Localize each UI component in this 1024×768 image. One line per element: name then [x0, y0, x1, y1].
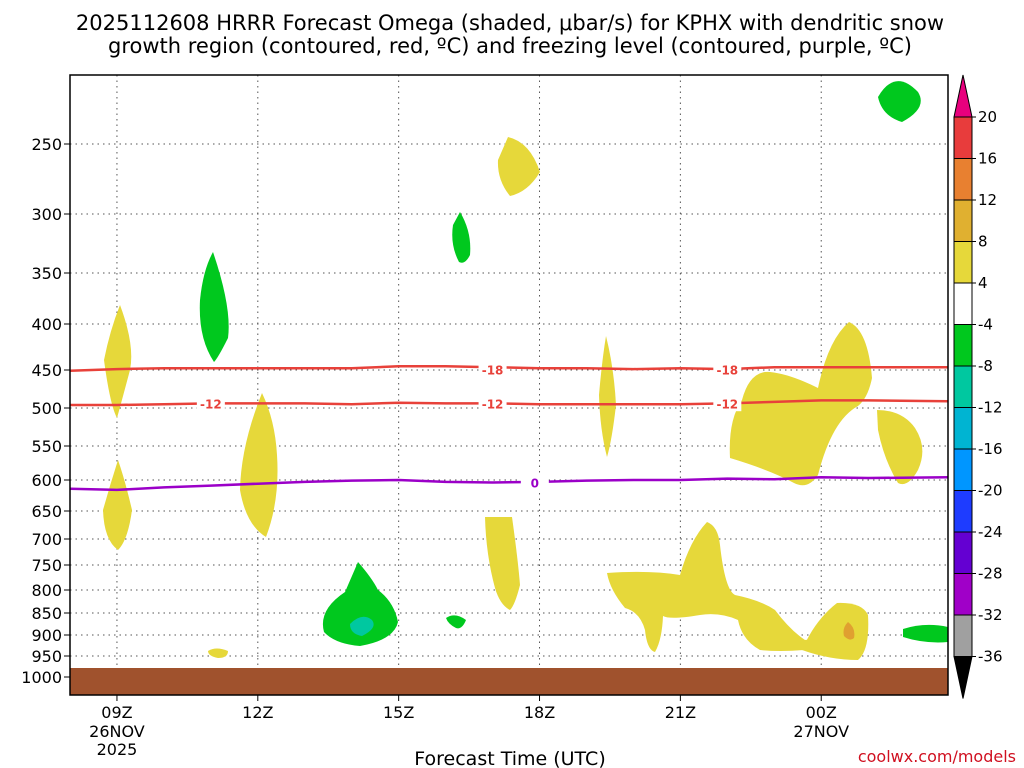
y-tick-label-800: 800 [31, 581, 62, 600]
colorbar-top-arrow [953, 74, 973, 118]
contour-label--12-2: -12 [716, 398, 738, 412]
colorbar-label--28: -28 [978, 565, 1003, 583]
colorbar-segment-9 [953, 490, 973, 533]
region-yellow-740 [485, 517, 520, 610]
y-tick-label-500: 500 [31, 399, 62, 418]
colorbar-segment-10 [953, 531, 973, 574]
x-axis-label: Forecast Time (UTC) [414, 748, 605, 768]
colorbar-label-12: 12 [978, 191, 997, 209]
y-tick-label-700: 700 [31, 530, 62, 549]
colorbar-segment-6 [953, 365, 973, 408]
region-yellow-500b [729, 322, 872, 486]
region-green-870 [446, 615, 466, 629]
contour-label--18-0: -18 [482, 364, 504, 378]
region-yellow-830 [607, 522, 808, 652]
colorbar-segment-12 [953, 614, 973, 657]
y-tick-label-450: 450 [31, 361, 62, 380]
region-yellow-590 [240, 393, 278, 537]
chart-title-line1: 2025112608 HRRR Forecast Omega (shaded, … [76, 11, 944, 35]
colorbar-label--4: -4 [978, 316, 993, 334]
colorbar-label--8: -8 [978, 357, 993, 375]
y-tick-label-400: 400 [31, 315, 62, 334]
x-tick-date-09Z: 26NOV [89, 722, 145, 741]
colorbar-segment-2 [953, 199, 973, 242]
colorbar-label-4: 4 [978, 274, 988, 292]
credit-link[interactable]: coolwx.com/models [858, 747, 1016, 766]
y-tick-label-550: 550 [31, 437, 62, 456]
region-green-320 [452, 212, 471, 263]
colorbar-label--16: -16 [978, 440, 1003, 458]
colorbar-label-16: 16 [978, 150, 997, 168]
colorbar-segment-0 [953, 116, 973, 159]
colorbar-segment-3 [953, 241, 973, 284]
colorbar-bottom-arrow [953, 656, 973, 699]
region-yellow-265 [497, 137, 540, 196]
x-tick-label-21Z: 21Z [665, 703, 696, 722]
plot-frame [69, 74, 949, 696]
contour-label-bg--18-0 [478, 363, 507, 377]
region-green-895 [903, 624, 948, 643]
region-green-860 [322, 562, 398, 646]
omega-shading [103, 81, 948, 660]
colorbar-segment-8 [953, 448, 973, 491]
colorbar-segment-5 [953, 324, 973, 367]
y-tick-label-950: 950 [31, 647, 62, 666]
x-tick-label-15Z: 15Z [383, 703, 414, 722]
colorbar: 20 16 12 8 4 -4 -8 -12 -16 -20 -24 -28 -32 -36 [953, 74, 1003, 699]
contour-label-0-0: 0 [531, 477, 539, 491]
y-tick-label-350: 350 [31, 264, 62, 283]
colorbar-segment-1 [953, 158, 973, 201]
x-tick-label-18Z: 18Z [524, 703, 555, 722]
y-tick-label-600: 600 [31, 471, 62, 490]
y-tick-label-850: 850 [31, 604, 62, 623]
contour-label-bg--12-1 [478, 397, 507, 412]
y-tick-label-650: 650 [31, 502, 62, 521]
region-green-400 [199, 252, 229, 362]
y-tick-label-1000: 1000 [21, 668, 62, 687]
colorbar-label-20: 20 [978, 108, 997, 126]
y-axis: 250 300 350 400 450 500 550 600 650 700 750 800 850 9… [21, 135, 70, 687]
colorbar-label--24: -24 [978, 523, 1003, 541]
region-yellow-560b [877, 410, 923, 485]
y-tick-label-300: 300 [31, 205, 62, 224]
surface-ground [70, 668, 948, 695]
colorbar-segment-7 [953, 407, 973, 450]
region-orange-893 [843, 622, 855, 640]
x-tick-date-00Z: 27NOV [793, 722, 849, 741]
region-yellow-945 [208, 648, 228, 658]
x-tick-label-09Z: 09Z [101, 703, 132, 722]
chart-title-line2: growth region (contoured, red, ºC) and f… [108, 34, 912, 58]
colorbar-label--36: -36 [978, 648, 1003, 666]
region-yellow-500 [599, 336, 616, 457]
colorbar-label-8: 8 [978, 233, 988, 251]
x-tick-label-12Z: 12Z [242, 703, 273, 722]
plot-area: -18 -18 -12 -12 -12 0 [69, 74, 949, 696]
contour-label--12-0: -12 [200, 398, 222, 412]
contour-lines: -18 -18 -12 -12 -12 0 [69, 363, 949, 492]
contour-line-0 [69, 476, 949, 492]
contour-label--12-1: -12 [482, 398, 504, 412]
contour-label--18-1: -18 [716, 364, 738, 378]
colorbar-label--12: -12 [978, 399, 1003, 417]
x-tick-label-00Z: 00Z [806, 703, 837, 722]
region-yellow-880 [802, 602, 869, 660]
region-teal-875 [350, 616, 374, 636]
contour-label-bg--12-0 [196, 397, 225, 412]
x-tick-year-09Z: 2025 [97, 740, 138, 759]
colorbar-label--32: -32 [978, 606, 1003, 624]
contour-label-bg--12-2 [713, 397, 742, 412]
contour-label-bg-0-0 [520, 476, 549, 491]
colorbar-segment-11 [953, 573, 973, 616]
y-tick-label-750: 750 [31, 556, 62, 575]
contour-label-bg--18-1 [713, 363, 742, 377]
y-tick-label-900: 900 [31, 626, 62, 645]
y-tick-label-250: 250 [31, 135, 62, 154]
colorbar-label--20: -20 [978, 482, 1003, 500]
region-green-top-right [878, 81, 921, 122]
colorbar-segment-4 [953, 282, 973, 325]
